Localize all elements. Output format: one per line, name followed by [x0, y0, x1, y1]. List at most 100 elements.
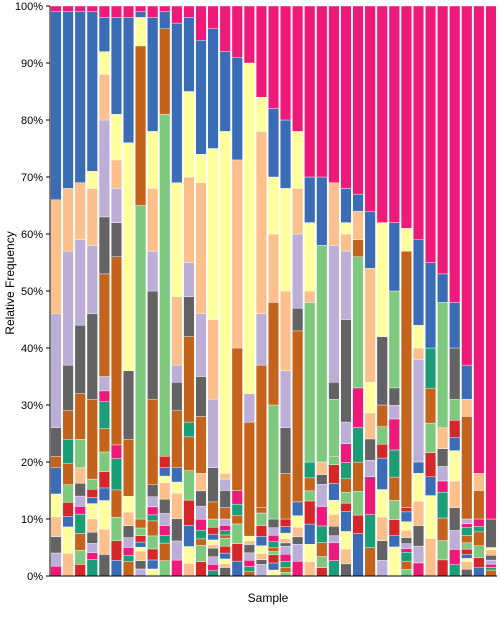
bar-segment-gray: [219, 490, 231, 508]
bar-segment-yellow: [110, 114, 122, 161]
bar-segment-minor-taxon: [219, 558, 231, 564]
bar-segment-magenta: [376, 5, 388, 223]
bar-segment-minor-taxon: [364, 459, 376, 477]
bar-segment-yellow: [98, 51, 110, 75]
bar-segment-minor-taxon: [255, 507, 267, 514]
bar-segment-peach: [219, 473, 231, 480]
bar-segment-yellow: [207, 148, 219, 320]
bar-segment-lavender: [412, 359, 424, 463]
bar-segment-minor-taxon: [62, 484, 74, 503]
bar-segment-peach: [461, 399, 473, 417]
bars-group: [50, 5, 497, 577]
bar-segment-orange: [183, 336, 195, 423]
bar-segment-minor-taxon: [280, 538, 292, 544]
bar-segment-minor-taxon: [316, 567, 328, 577]
bar-segment-blue: [159, 11, 171, 30]
bar-segment-yellow: [171, 182, 183, 297]
bar-segment-minor-taxon: [364, 382, 376, 414]
bar-segment-minor-taxon: [135, 546, 147, 552]
bar-segment-minor-taxon: [207, 539, 219, 545]
bar-segment-minor-taxon: [159, 475, 171, 483]
bar-segment-minor-taxon: [243, 566, 255, 572]
bar-segment-minor-taxon: [243, 535, 255, 542]
bar-segment-minor-taxon: [159, 456, 171, 468]
bar-segment-orange: [147, 399, 159, 485]
bar-segment-minor-taxon: [207, 564, 219, 571]
bar-segment-minor-taxon: [400, 529, 412, 538]
bar-segment-blue: [207, 28, 219, 149]
bar-segment-minor-taxon: [461, 518, 473, 524]
bar-segment-minor-taxon: [183, 499, 195, 526]
bar-segment-yellow: [376, 222, 388, 337]
bar-segment-minor-taxon: [50, 565, 62, 577]
bar-segment-minor-taxon: [183, 546, 195, 564]
bar-segment-minor-taxon: [123, 496, 135, 513]
bar-segment-blue: [304, 176, 316, 223]
bar-segment-minor-taxon: [340, 511, 352, 532]
bar-segment-orange: [255, 364, 267, 508]
bar-segment-minor-taxon: [243, 552, 255, 561]
bar-segment-gray: [340, 319, 352, 423]
bar-segment-minor-taxon: [328, 542, 340, 561]
bar-segment-orange: [243, 421, 255, 537]
bar-segment-magenta: [473, 5, 485, 474]
y-tick-label: 0%: [27, 571, 43, 583]
bar-segment-peach: [255, 131, 267, 314]
bar-segment-gray: [74, 325, 86, 394]
y-axis-ticks: 0% 10% 20% 30% 40% 50% 60% 70% 80% 90% 100%: [15, 1, 50, 583]
bar-segment-lavender: [98, 119, 110, 218]
bar-segment-minor-taxon: [437, 448, 449, 467]
bar-segment-minor-taxon: [135, 541, 147, 548]
bar-segment-minor-taxon: [62, 463, 74, 485]
bar-segment-minor-taxon: [328, 483, 340, 501]
bar-segment-minor-taxon: [328, 499, 340, 515]
bar-segment-peach: [147, 188, 159, 252]
bar-segment-yellow: [219, 131, 231, 474]
bar-segment-gray: [62, 364, 74, 411]
bar-segment-minor-taxon: [110, 444, 122, 459]
bar-segment-minor-taxon: [425, 422, 437, 453]
bar-segment-blue: [412, 239, 424, 326]
bar-segment-minor-taxon: [231, 490, 243, 505]
bar-segment-minor-taxon: [412, 562, 424, 577]
bar-segment-minor-taxon: [98, 529, 110, 555]
bar-segment-minor-taxon: [219, 534, 231, 539]
bar-segment-minor-taxon: [437, 559, 449, 577]
bar-segment-orange: [352, 239, 364, 257]
bar-segment-minor-taxon: [485, 559, 497, 565]
bar-segment-green: [74, 439, 86, 468]
bar-segment-blue: [449, 302, 461, 349]
bar-segment-minor-taxon: [437, 427, 449, 449]
bar-segment-minor-taxon: [304, 561, 316, 577]
bar-segment-blue: [437, 273, 449, 303]
bar-segment-minor-taxon: [340, 421, 352, 444]
bar-segment-minor-taxon: [352, 427, 364, 463]
bar-segment-minor-taxon: [123, 561, 135, 577]
bar-segment-minor-taxon: [147, 559, 159, 570]
bar-segment-lavender: [50, 313, 62, 428]
bar-segment-magenta: [485, 5, 497, 520]
bar-segment-minor-taxon: [304, 477, 316, 492]
bar-segment-minor-taxon: [388, 418, 400, 451]
bar-segment-minor-taxon: [292, 527, 304, 538]
bar-segment-minor-taxon: [292, 544, 304, 562]
bar-segment-gray: [449, 347, 461, 400]
bar-segment-peach: [195, 182, 207, 315]
bar-segment-minor-taxon: [268, 554, 279, 564]
bar-segment-minor-taxon: [219, 552, 231, 560]
bar-segment-minor-taxon: [255, 559, 267, 565]
bar-segment-minor-taxon: [461, 523, 473, 528]
bar-segment-minor-taxon: [98, 554, 110, 577]
bar-segment-minor-taxon: [98, 487, 110, 501]
bar-segment-minor-taxon: [316, 474, 328, 485]
bar-segment-minor-taxon: [461, 542, 473, 550]
bar-segment-minor-taxon: [400, 561, 412, 570]
bar-segment-minor-taxon: [376, 444, 388, 459]
bar-segment-minor-taxon: [412, 545, 424, 564]
bar-segment-minor-taxon: [316, 506, 328, 527]
bar-segment-minor-taxon: [352, 491, 364, 516]
bar-segment-yellow: [183, 91, 195, 178]
bar-segment-minor-taxon: [304, 544, 316, 562]
bar-segment-green: [159, 114, 171, 457]
bar-segment-gray: [98, 216, 110, 275]
